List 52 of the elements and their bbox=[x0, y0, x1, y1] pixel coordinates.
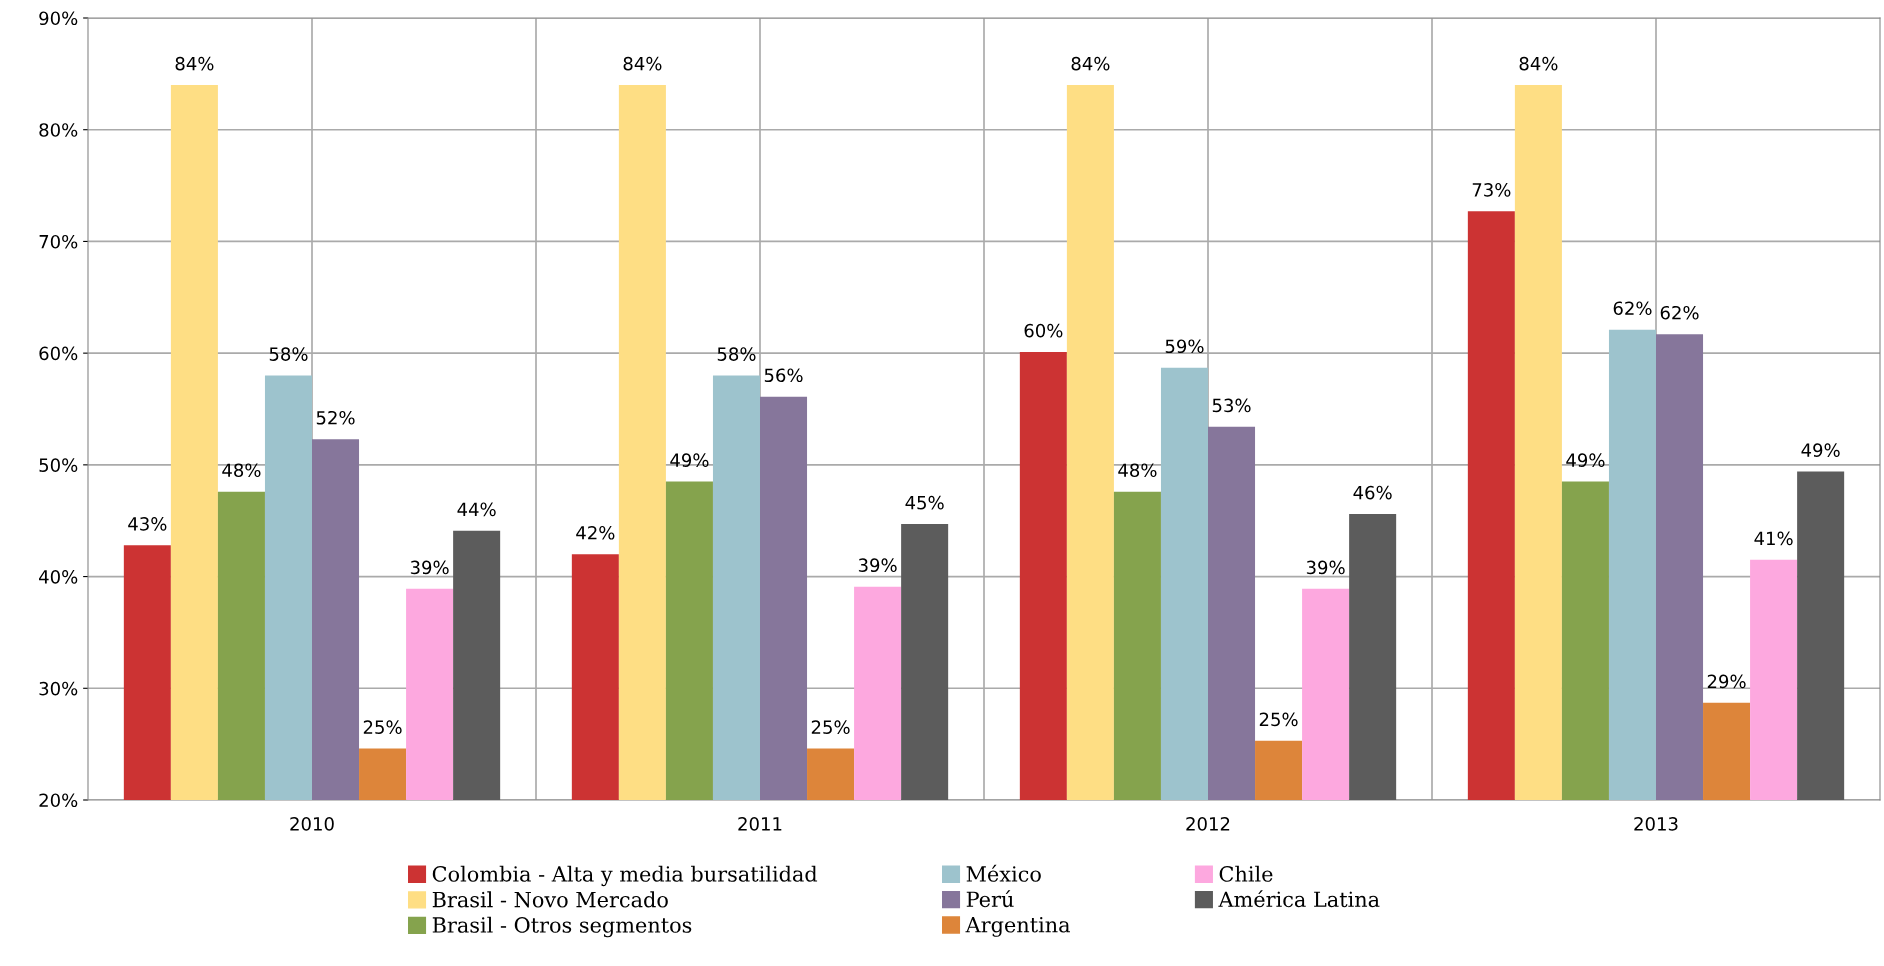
data-label: 84% bbox=[623, 56, 662, 71]
data-label: 62% bbox=[1613, 301, 1652, 316]
y-tick-label: 40% bbox=[39, 570, 78, 584]
y-tick-label: 60% bbox=[39, 346, 78, 361]
data-label: 46% bbox=[1353, 485, 1392, 500]
data-label: 49% bbox=[1801, 443, 1840, 457]
x-tick-label: 2010 bbox=[290, 816, 334, 831]
legend-label: Chile bbox=[1219, 865, 1273, 882]
legend-label: Argentina bbox=[965, 916, 1070, 937]
legend-label: América Latina bbox=[1218, 890, 1380, 908]
data-label: 39% bbox=[1306, 560, 1345, 575]
data-label: 53% bbox=[1212, 398, 1251, 413]
data-label: 58% bbox=[717, 347, 756, 361]
data-label: 48% bbox=[222, 463, 261, 478]
legend-label: Brasil - Novo Mercado bbox=[432, 891, 668, 908]
legend-label: México bbox=[966, 864, 1041, 882]
data-label: 29% bbox=[1707, 674, 1746, 689]
y-tick-label: 70% bbox=[39, 234, 78, 249]
data-label: 84% bbox=[1519, 56, 1558, 71]
data-label: 59% bbox=[1165, 339, 1204, 354]
legend-label: Brasil - Otros segmentos bbox=[432, 916, 692, 938]
data-label: 42% bbox=[576, 525, 615, 540]
y-tick-label: 50% bbox=[39, 458, 78, 472]
data-label: 48% bbox=[1118, 463, 1157, 478]
x-tick-label: 2011 bbox=[738, 816, 782, 831]
data-label: 49% bbox=[670, 453, 709, 467]
data-label: 73% bbox=[1472, 183, 1511, 197]
x-tick-label: 2013 bbox=[1634, 816, 1678, 831]
legend-label: Colombia - Alta y media bursatilidad bbox=[432, 865, 818, 887]
data-label: 56% bbox=[764, 368, 803, 383]
data-label: 84% bbox=[1071, 56, 1110, 71]
y-tick-label: 80% bbox=[39, 123, 78, 137]
data-label: 62% bbox=[1660, 305, 1699, 320]
data-label: 60% bbox=[1024, 323, 1063, 338]
data-label: 52% bbox=[316, 410, 355, 425]
data-label: 41% bbox=[1754, 531, 1793, 546]
data-label: 25% bbox=[363, 720, 402, 734]
x-tick-label: 2012 bbox=[1186, 816, 1230, 831]
data-label: 39% bbox=[858, 558, 897, 573]
data-label: 25% bbox=[1259, 712, 1298, 727]
data-label: 58% bbox=[269, 347, 308, 361]
data-label: 84% bbox=[175, 56, 214, 71]
data-label: 45% bbox=[905, 495, 944, 510]
data-label: 25% bbox=[811, 720, 850, 734]
y-tick-label: 90% bbox=[39, 11, 78, 26]
y-tick-label: 30% bbox=[39, 681, 78, 696]
data-label: 43% bbox=[128, 517, 167, 531]
data-label: 49% bbox=[1566, 453, 1605, 467]
legend-label: Perú bbox=[966, 890, 1014, 908]
y-tick-label: 20% bbox=[39, 793, 78, 808]
data-label: 39% bbox=[410, 560, 449, 575]
data-label: 44% bbox=[457, 502, 496, 517]
